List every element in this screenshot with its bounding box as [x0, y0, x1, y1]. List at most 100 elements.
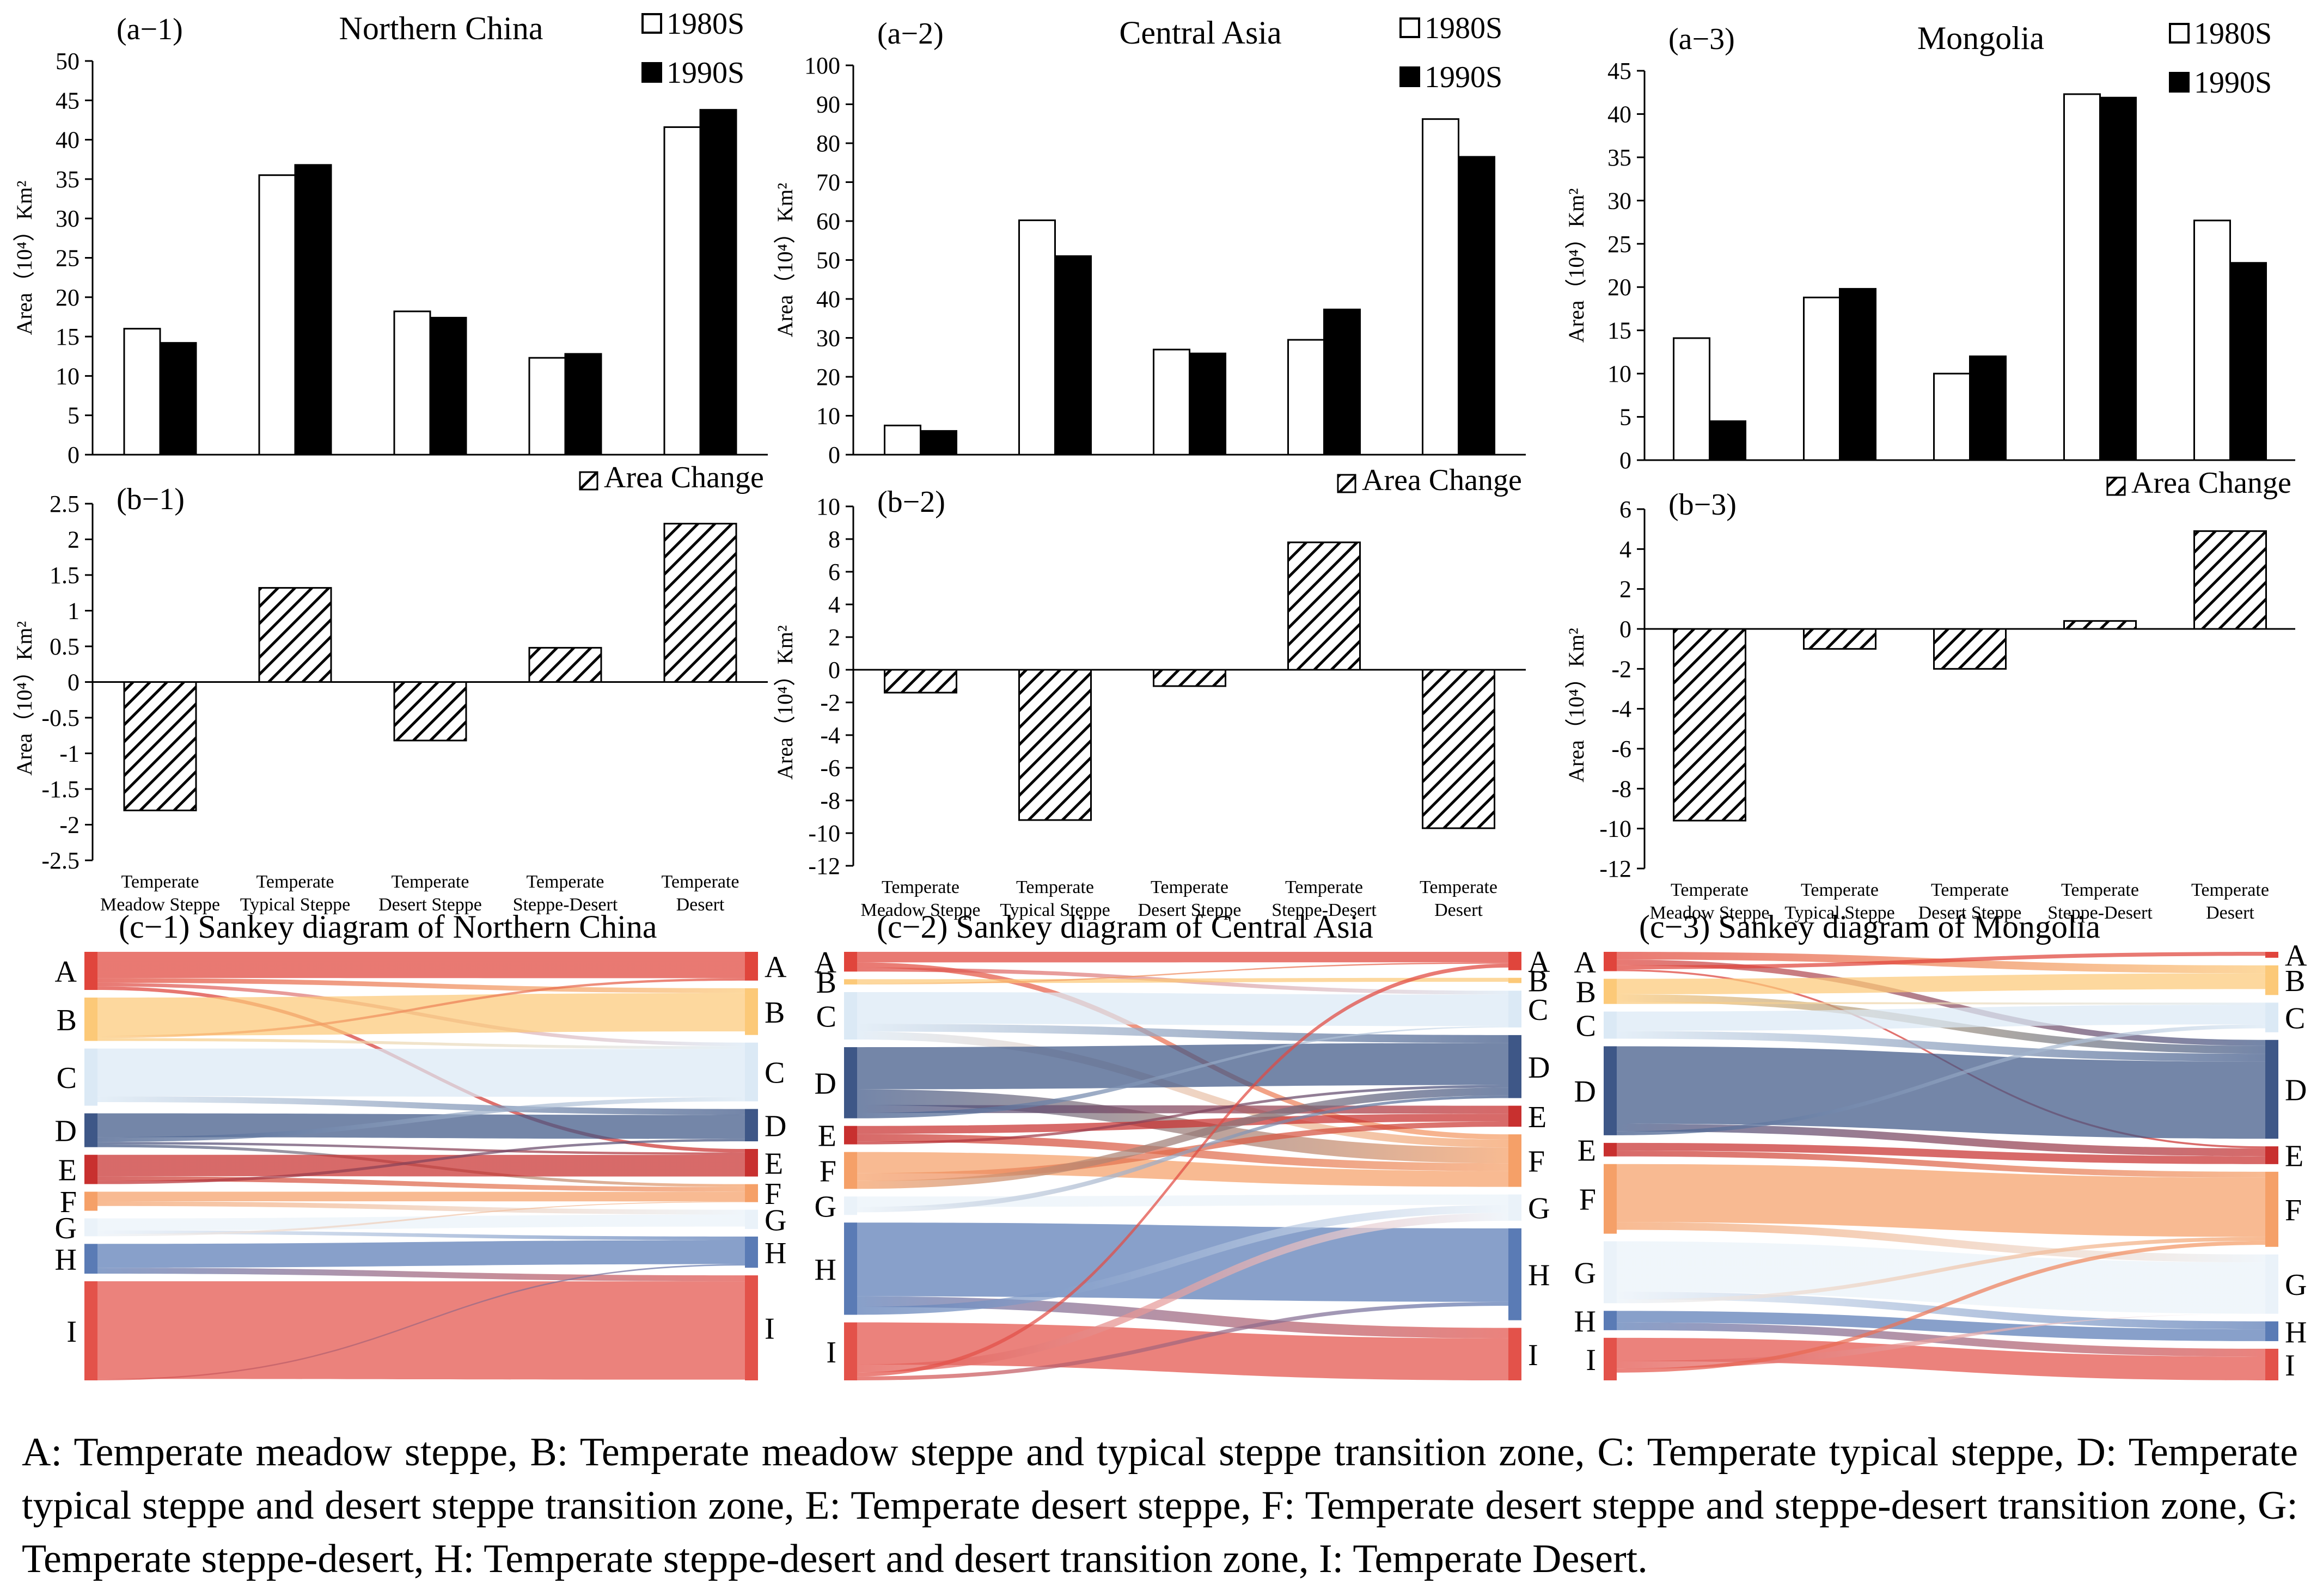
sankey-node-left	[844, 1196, 857, 1215]
y-tick-label: 70	[816, 169, 840, 196]
sankey-flow	[857, 1024, 1508, 1043]
y-tick-label: 5	[68, 402, 80, 429]
y-tick-label: -4	[1611, 696, 1631, 723]
bar-1980s	[884, 424, 921, 456]
y-tick-label: -6	[820, 755, 840, 781]
sankey-node-label-left: G	[1574, 1256, 1596, 1290]
sankey-node-label-left: E	[58, 1154, 77, 1188]
panel-tag: (b−1)	[117, 482, 185, 516]
sankey-node-label-left: C	[816, 1000, 836, 1034]
y-tick-label: 35	[56, 166, 80, 193]
sankey-node-right	[745, 1109, 758, 1142]
category-label: Temperate	[392, 872, 469, 892]
sankey-flow	[97, 1268, 745, 1282]
sankey-node-right	[2265, 1321, 2278, 1341]
sankey-node-label-left: D	[55, 1115, 77, 1148]
y-tick-label: 4	[1619, 536, 1631, 562]
bar-1980s	[1153, 348, 1190, 456]
sankey-flow	[1617, 1222, 2265, 1263]
bar-1980s	[1673, 337, 1710, 461]
legend-swatch-change	[2106, 476, 2126, 496]
y-tick-label: -2.5	[41, 847, 80, 874]
sankey-node-label-left: F	[820, 1154, 836, 1188]
sankey-node-label-left: B	[816, 966, 836, 1000]
bar-1990s	[1323, 308, 1361, 456]
bar-1990s	[1189, 352, 1226, 456]
sankey-node-label-left: I	[66, 1315, 77, 1349]
sankey-links	[97, 952, 745, 1380]
bar-area-change	[1803, 628, 1876, 650]
panel-tag: (a−2)	[877, 17, 944, 51]
legend-swatch-change	[1337, 474, 1356, 493]
bar-area-change	[2193, 530, 2267, 630]
bar-area-change	[1287, 541, 1361, 671]
sankey-flow	[97, 1154, 745, 1177]
sankey-node-label-left: G	[55, 1212, 77, 1245]
sankey-title: (c−3) Sankey diagram of Mongolia	[1639, 909, 2100, 945]
y-tick-label: 15	[1607, 317, 1631, 344]
bar-1990s	[1709, 420, 1746, 461]
panel-tag: (a−3)	[1668, 22, 1735, 56]
bar-1990s	[429, 316, 467, 456]
y-tick-label: -4	[820, 722, 840, 749]
sankey-flow	[1617, 973, 2265, 994]
sankey-flow	[97, 1097, 745, 1142]
y-tick-label: 45	[1607, 58, 1631, 84]
bar-1990s	[2099, 96, 2137, 461]
sankey-node-left	[844, 992, 857, 1040]
y-tick-label: 5	[1619, 404, 1631, 431]
sankey-flow	[857, 1114, 1508, 1134]
sankey-node-right	[745, 1275, 758, 1380]
y-tick-label: 100	[804, 52, 840, 79]
sankey-flow	[97, 1240, 745, 1268]
sankey-flow	[857, 1121, 1508, 1181]
sankey-node-label-left: F	[60, 1185, 77, 1219]
category-label: Temperate	[2061, 880, 2139, 900]
legend-label-1980s: 1980S	[667, 7, 744, 41]
sankey-node-right	[745, 1042, 758, 1102]
sankey-node-left	[84, 1154, 97, 1184]
sankey-node-label-right: I	[1528, 1338, 1538, 1372]
sankey-links	[1617, 952, 2265, 1380]
y-tick-label: 20	[816, 364, 840, 390]
sankey-node-left	[1604, 1011, 1617, 1039]
sankey-flow	[97, 993, 745, 1036]
category-label: Steppe-Desert	[1271, 900, 1377, 920]
y-tick-label: 10	[1607, 360, 1631, 387]
sankey-node-label-left: H	[1574, 1305, 1596, 1338]
sankey-flow	[1617, 952, 2265, 969]
sankey-node-label-right: G	[1528, 1192, 1550, 1226]
y-tick-label: 90	[816, 91, 840, 118]
sankey-flow	[1617, 1237, 2265, 1304]
y-tick-label: -12	[808, 853, 840, 879]
sankey-flow	[97, 1201, 745, 1237]
chart-panel-a-1: 0 5 10 15 20 25 30 35 40 45 50 Area（10⁴）Km² (a−1) Nor…	[12, 7, 768, 468]
legend-swatch-change	[579, 471, 598, 491]
bar-1980s	[528, 357, 566, 456]
y-tick-label: 0	[1619, 447, 1631, 474]
y-tick-label: 30	[816, 325, 840, 352]
sankey-flow	[857, 962, 1508, 984]
sankey-flow	[1617, 1046, 2265, 1139]
sankey-node-right	[1508, 952, 1521, 970]
bar-area-change	[123, 681, 197, 811]
category-label: Typical Steppe	[1784, 903, 1895, 923]
y-tick-label: 40	[816, 286, 840, 313]
category-label: Temperate	[1931, 880, 2009, 900]
bar-area-change	[1673, 628, 1746, 822]
category-label: Temperate	[1801, 880, 1879, 900]
legend-label-1990s: 1990S	[2194, 66, 2272, 100]
sankey-flow	[1617, 1151, 2265, 1178]
sankey-node-left	[844, 1047, 857, 1118]
sankey-node-label-left: F	[1579, 1183, 1596, 1217]
sankey-flow	[97, 1281, 745, 1380]
category-label: Steppe-Desert	[2047, 903, 2153, 923]
sankey-node-right	[1508, 1134, 1521, 1187]
sankey-node-label-left: B	[1576, 976, 1596, 1010]
sankey-node-left	[1604, 1311, 1617, 1330]
y-tick-label: 0	[1619, 616, 1631, 643]
category-label: Temperate	[662, 872, 739, 892]
sankey-flow	[1617, 1164, 2265, 1237]
sankey-node-label-left: E	[818, 1120, 836, 1153]
